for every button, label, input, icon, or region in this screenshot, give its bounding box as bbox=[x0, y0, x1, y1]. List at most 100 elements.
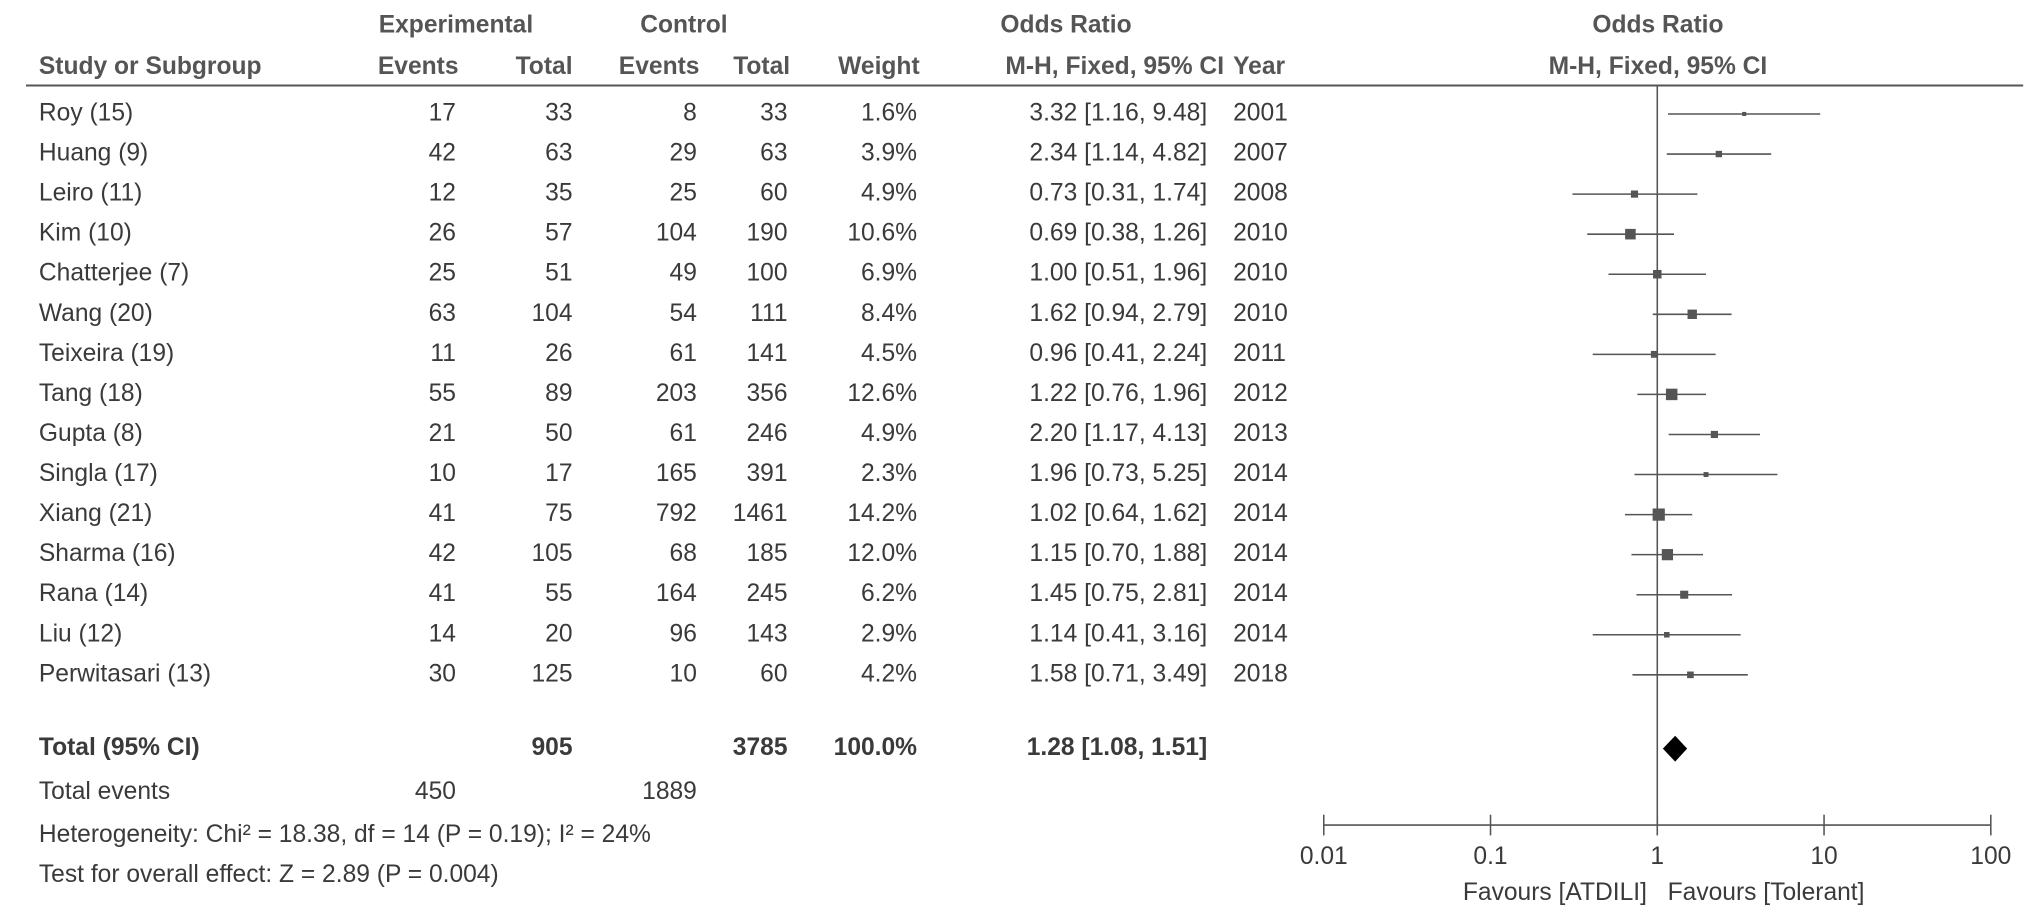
exp-events: 41 bbox=[429, 580, 456, 607]
ctrl-total: 63 bbox=[760, 140, 787, 167]
study-name: Gupta (8) bbox=[39, 420, 143, 447]
header-study: Study or Subgroup bbox=[39, 53, 262, 80]
year: 2011 bbox=[1233, 340, 1286, 367]
favours-right: Favours [Tolerant] bbox=[1668, 879, 1865, 906]
ctrl-events: 203 bbox=[656, 380, 697, 407]
study-square bbox=[1653, 269, 1662, 279]
total-weight: 100.0% bbox=[834, 734, 918, 761]
header-odds-ratio-plot: Odds Ratio bbox=[1592, 11, 1723, 38]
overall-effect: Test for overall effect: Z = 2.89 (P = 0… bbox=[39, 861, 499, 888]
exp-events: 63 bbox=[429, 300, 456, 327]
odds-ratio: 0.73 [0.31, 1.74] bbox=[1029, 180, 1207, 207]
weight: 14.2% bbox=[847, 500, 917, 527]
exp-total: 89 bbox=[545, 380, 572, 407]
header-method-plot: M-H, Fixed, 95% CI bbox=[1549, 53, 1768, 80]
ctrl-total: 100 bbox=[746, 260, 787, 287]
ctrl-events: 164 bbox=[656, 580, 697, 607]
study-name: Xiang (21) bbox=[39, 500, 152, 527]
header-weight: Weight bbox=[838, 53, 920, 80]
study-name: Leiro (11) bbox=[39, 180, 142, 207]
header-odds-ratio: Odds Ratio bbox=[1000, 11, 1131, 38]
weight: 12.6% bbox=[847, 380, 917, 407]
odds-ratio: 1.96 [0.73, 5.25] bbox=[1029, 460, 1207, 487]
odds-ratio: 1.14 [0.41, 3.16] bbox=[1029, 620, 1207, 647]
weight: 4.2% bbox=[861, 660, 917, 687]
study-square bbox=[1630, 190, 1639, 198]
ctrl-events: 61 bbox=[670, 340, 697, 367]
header-total: Total bbox=[516, 53, 573, 80]
header-experimental: Experimental bbox=[379, 11, 533, 38]
year: 2013 bbox=[1233, 420, 1288, 447]
study-name: Rana (14) bbox=[39, 580, 148, 607]
ctrl-total: 141 bbox=[746, 340, 787, 367]
study-name: Roy (15) bbox=[39, 99, 133, 126]
header-year: Year bbox=[1233, 53, 1285, 80]
study-square bbox=[1680, 590, 1689, 599]
year: 2007 bbox=[1233, 140, 1288, 167]
total-ctrl: 3785 bbox=[733, 734, 788, 761]
study-name: Tang (18) bbox=[39, 380, 143, 407]
ctrl-events: 8 bbox=[683, 99, 697, 126]
total-events-label: Total events bbox=[39, 778, 170, 805]
study-square bbox=[1650, 350, 1658, 358]
study-name: Perwitasari (13) bbox=[39, 660, 211, 687]
exp-total: 35 bbox=[545, 180, 572, 207]
ctrl-total: 246 bbox=[746, 420, 787, 447]
odds-ratio: 1.58 [0.71, 3.49] bbox=[1029, 660, 1207, 687]
header-method: M-H, Fixed, 95% CI bbox=[1005, 53, 1224, 80]
exp-total: 104 bbox=[531, 300, 572, 327]
ctrl-total: 190 bbox=[746, 220, 787, 247]
ctrl-total: 391 bbox=[746, 460, 787, 487]
year: 2010 bbox=[1233, 300, 1288, 327]
exp-total: 57 bbox=[545, 220, 572, 247]
exp-total: 33 bbox=[545, 99, 572, 126]
exp-total: 50 bbox=[545, 420, 572, 447]
ctrl-total: 1461 bbox=[733, 500, 788, 527]
heterogeneity: Heterogeneity: Chi² = 18.38, df = 14 (P … bbox=[39, 821, 651, 848]
study-square bbox=[1687, 671, 1694, 679]
ctrl-total: 143 bbox=[746, 620, 787, 647]
study-name: Kim (10) bbox=[39, 220, 132, 247]
header-events: Events bbox=[619, 53, 700, 80]
study-square bbox=[1664, 632, 1670, 638]
ctrl-total: 60 bbox=[760, 180, 787, 207]
study-square bbox=[1687, 309, 1697, 319]
ctrl-total: 111 bbox=[750, 300, 787, 327]
exp-total: 17 bbox=[545, 460, 572, 487]
exp-total: 63 bbox=[545, 140, 572, 167]
weight: 2.9% bbox=[861, 620, 917, 647]
year: 2014 bbox=[1233, 620, 1288, 647]
exp-events: 55 bbox=[429, 380, 456, 407]
exp-total: 125 bbox=[531, 660, 572, 687]
year: 2008 bbox=[1233, 180, 1288, 207]
odds-ratio: 1.15 [0.70, 1.88] bbox=[1029, 540, 1207, 567]
weight: 6.9% bbox=[861, 260, 917, 287]
weight: 2.3% bbox=[861, 460, 917, 487]
ctrl-events: 96 bbox=[670, 620, 697, 647]
exp-total: 55 bbox=[545, 580, 572, 607]
year: 2018 bbox=[1233, 660, 1288, 687]
total-diamond bbox=[1662, 735, 1688, 762]
weight: 4.5% bbox=[861, 340, 917, 367]
exp-events: 25 bbox=[429, 260, 456, 287]
exp-events: 17 bbox=[429, 99, 456, 126]
study-square bbox=[1625, 228, 1636, 240]
exp-events: 12 bbox=[429, 180, 456, 207]
study-name: Wang (20) bbox=[39, 300, 153, 327]
year: 2014 bbox=[1233, 540, 1288, 567]
weight: 10.6% bbox=[847, 220, 917, 247]
study-square bbox=[1715, 150, 1723, 158]
study-name: Chatterjee (7) bbox=[39, 260, 189, 287]
study-square bbox=[1661, 549, 1674, 561]
odds-ratio: 1.22 [0.76, 1.96] bbox=[1029, 380, 1207, 407]
study-square bbox=[1665, 388, 1678, 401]
study-square bbox=[1742, 111, 1747, 117]
ctrl-total: 356 bbox=[746, 380, 787, 407]
year: 2012 bbox=[1233, 380, 1288, 407]
weight: 4.9% bbox=[861, 420, 917, 447]
ctrl-events: 104 bbox=[656, 220, 697, 247]
total-events-exp: 450 bbox=[415, 778, 456, 805]
study-name: Singla (17) bbox=[39, 460, 158, 487]
exp-events: 11 bbox=[430, 340, 456, 367]
